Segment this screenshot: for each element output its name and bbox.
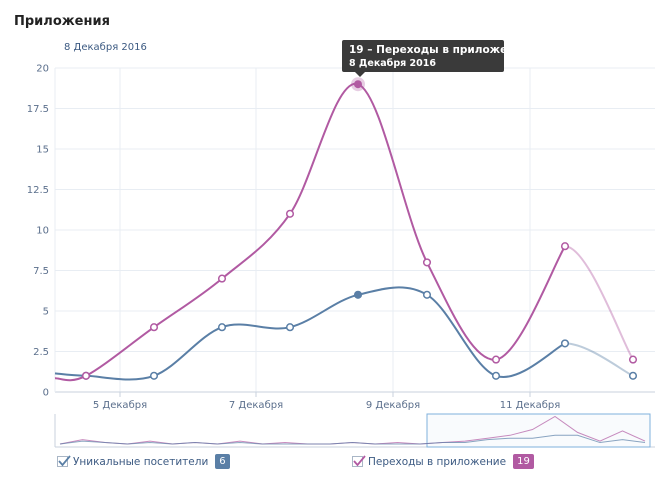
y-tick-label: 17.5 bbox=[27, 104, 49, 115]
data-point[interactable] bbox=[491, 371, 501, 380]
data-point[interactable] bbox=[81, 371, 91, 380]
data-point[interactable] bbox=[422, 290, 432, 299]
y-tick-label: 12.5 bbox=[27, 185, 49, 196]
data-point[interactable] bbox=[353, 290, 363, 299]
page-title: Приложения bbox=[14, 14, 110, 29]
series-line-1 bbox=[54, 83, 566, 382]
series-line-tail-1 bbox=[564, 245, 634, 361]
check-icon bbox=[58, 455, 71, 467]
y-axis-ticks: 0 2.5 5 7.5 10 12.5 15 17.5 20 bbox=[27, 64, 49, 399]
tooltip-date: 8 Декабря 2016 bbox=[349, 58, 436, 69]
chart-tooltip: 19 – Переходы в приложение 8 Декабря 201… bbox=[342, 40, 529, 77]
data-point-highlighted[interactable] bbox=[354, 80, 362, 89]
y-tick-label: 2.5 bbox=[33, 347, 49, 358]
series-line-0 bbox=[54, 286, 566, 381]
date-label: 8 Декабря 2016 bbox=[64, 42, 147, 53]
x-axis-ticks: 5 Декабря 7 Декабря 9 Декабря 11 Декабря bbox=[93, 392, 560, 411]
y-tick-label: 15 bbox=[36, 145, 49, 156]
x-tick-label: 5 Декабря bbox=[93, 400, 147, 411]
legend-item-visitors[interactable]: Уникальные посетители 6 bbox=[57, 454, 230, 469]
navigator-series-1 bbox=[59, 434, 646, 445]
data-point[interactable] bbox=[491, 355, 501, 364]
range-navigator bbox=[54, 413, 655, 448]
y-tick-label: 0 bbox=[43, 388, 49, 399]
series-points bbox=[81, 77, 638, 380]
y-tick-label: 20 bbox=[36, 64, 49, 75]
series-line-tail-0 bbox=[564, 342, 634, 377]
tooltip-title: 19 – Переходы в приложение bbox=[349, 44, 529, 56]
tooltip-arrow bbox=[355, 72, 365, 77]
x-tick-label: 7 Декабря bbox=[229, 400, 283, 411]
legend-label-transitions: Переходы в приложение bbox=[368, 455, 507, 468]
data-point[interactable] bbox=[217, 274, 227, 283]
checkbox-visitors[interactable] bbox=[57, 455, 71, 467]
y-tick-label: 5 bbox=[43, 307, 49, 318]
y-tick-label: 10 bbox=[36, 226, 49, 237]
data-point[interactable] bbox=[628, 355, 638, 364]
data-point[interactable] bbox=[149, 323, 159, 332]
data-point[interactable] bbox=[149, 371, 159, 380]
legend-count-transitions: 19 bbox=[513, 454, 534, 469]
data-point[interactable] bbox=[560, 242, 570, 251]
legend-item-transitions[interactable]: Переходы в приложение 19 bbox=[352, 454, 534, 469]
legend-count-visitors: 6 bbox=[215, 454, 230, 469]
data-point[interactable] bbox=[560, 339, 570, 348]
checkbox-transitions[interactable] bbox=[352, 455, 366, 467]
data-point[interactable] bbox=[285, 323, 295, 332]
data-point[interactable] bbox=[285, 209, 295, 218]
x-tick-label: 11 Декабря bbox=[500, 400, 561, 411]
chart-grid bbox=[54, 67, 655, 393]
data-point[interactable] bbox=[422, 258, 432, 267]
legend-label-visitors: Уникальные посетители bbox=[73, 455, 209, 468]
data-point[interactable] bbox=[217, 323, 227, 332]
series-lines bbox=[54, 83, 634, 382]
y-tick-label: 7.5 bbox=[33, 266, 49, 277]
check-icon bbox=[353, 455, 366, 467]
x-tick-label: 9 Декабря bbox=[366, 400, 420, 411]
data-point[interactable] bbox=[628, 371, 638, 380]
